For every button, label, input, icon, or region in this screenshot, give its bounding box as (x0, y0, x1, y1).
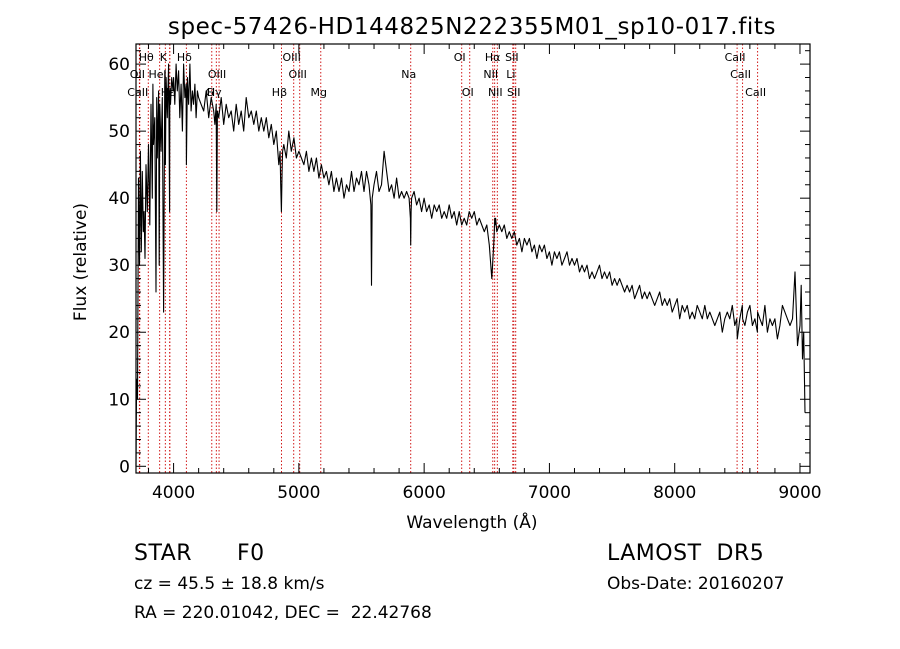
line-markers (138, 44, 759, 473)
redshift-value: cz = 45.5 ± 18.8 km/s (134, 574, 325, 594)
y-tick-label: 0 (119, 457, 130, 477)
line-marker-label: SII (507, 86, 520, 99)
line-marker-label: NII (483, 68, 498, 81)
line-marker-label: SII (505, 51, 518, 64)
x-tick-label: 4000 (152, 483, 195, 503)
line-marker-label: CaII (725, 51, 746, 64)
line-marker-label: Hγ (207, 86, 222, 99)
x-axis-ticks: 4000 5000 6000 7000 8000 9000 (148, 44, 822, 503)
line-marker-label: OIII (208, 68, 226, 81)
y-tick-label: 50 (108, 122, 130, 142)
chart-title: spec-57426-HD144825N222355M01_sp10-017.f… (168, 14, 776, 40)
line-marker-label: OIII (283, 51, 301, 64)
x-tick-label: 8000 (653, 483, 696, 503)
spectrum-line (135, 63, 806, 467)
line-marker-label: G (206, 86, 215, 99)
line-marker-label: OI (462, 86, 474, 99)
object-subclass: F0 (237, 541, 265, 566)
line-marker-label: OI (454, 51, 466, 64)
line-marker-label: Hβ (272, 86, 287, 99)
x-tick-label: 9000 (778, 483, 821, 503)
line-marker-label: NII (488, 86, 503, 99)
line-marker-label: Mg (311, 86, 327, 99)
y-tick-label: 20 (108, 323, 130, 343)
y-axis-label: Flux (relative) (71, 203, 91, 321)
x-axis-label: Wavelength (Å) (406, 511, 537, 533)
line-marker-label: Hθ (139, 51, 154, 64)
y-tick-label: 10 (108, 390, 130, 410)
line-marker-label: Na (401, 68, 416, 81)
plot-frame (135, 43, 811, 474)
x-tick-label: 6000 (403, 483, 446, 503)
y-tick-label: 60 (108, 55, 130, 75)
line-marker-label: OIII (289, 68, 307, 81)
line-marker-label: K (160, 51, 168, 64)
x-tick-label: 5000 (277, 483, 320, 503)
object-class: STAR (134, 541, 193, 566)
y-tick-label: 30 (108, 256, 130, 276)
y-tick-label: 40 (108, 189, 130, 209)
line-marker-label: Hδ (177, 51, 192, 64)
observation-date: Obs-Date: 20160207 (607, 574, 785, 594)
line-marker-label: CaII (127, 86, 148, 99)
y-axis-ticks: 0 10 20 30 40 50 60 (108, 50, 810, 477)
line-marker-label: OII (130, 68, 145, 81)
line-marker-label: Hα (485, 51, 501, 64)
line-marker-label: HeI (149, 68, 167, 81)
line-marker-label: Li (506, 68, 515, 81)
coordinates: RA = 220.01042, DEC = 22.42768 (134, 603, 432, 623)
survey-release: LAMOST DR5 (607, 541, 765, 566)
x-tick-label: 7000 (528, 483, 571, 503)
line-marker-label: CaII (745, 86, 766, 99)
line-marker-label: CaII (730, 68, 751, 81)
